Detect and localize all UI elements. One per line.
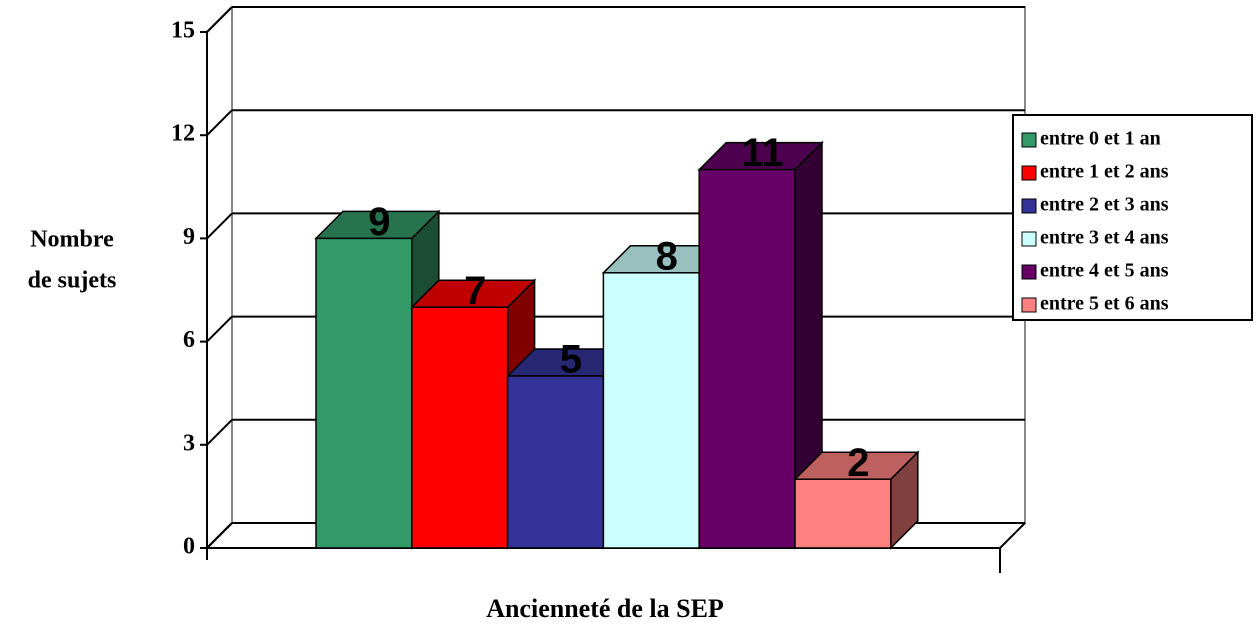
bar [602, 272, 700, 549]
legend-swatch [1021, 297, 1037, 313]
legend-box [1012, 114, 1253, 321]
y-tick-label: 9 [183, 224, 195, 250]
y-tick-label: 6 [183, 327, 195, 353]
bar [698, 168, 796, 549]
y-tick-label: 3 [183, 430, 195, 456]
x-axis-label: Ancienneté de la SEP [486, 594, 724, 623]
legend-label: entre 1 et 2 ans [1040, 161, 1169, 183]
grid-line [206, 6, 233, 33]
legend-label: entre 2 et 3 ans [1040, 194, 1169, 216]
bar [506, 375, 605, 549]
legend-swatch [1021, 132, 1037, 148]
data-label: 8 [656, 234, 678, 278]
y-tick-label: 15 [171, 18, 195, 44]
legend-swatch [1021, 231, 1037, 247]
legend-swatch [1021, 198, 1037, 214]
data-label: 9 [368, 200, 390, 244]
legend-label: entre 4 et 5 ans [1040, 260, 1169, 282]
bar [315, 237, 413, 549]
y-axis-label: Nombre [30, 227, 114, 253]
grid-line [206, 109, 233, 136]
legend-label: entre 5 et 6 ans [1040, 293, 1169, 315]
y-tick-label: 0 [183, 534, 195, 560]
bar [794, 478, 892, 549]
legend-swatch [1021, 264, 1037, 280]
data-label: 2 [847, 441, 869, 485]
grid-line [206, 212, 233, 240]
legend-label: entre 3 et 4 ans [1040, 227, 1169, 249]
y-tick-label: 12 [171, 121, 195, 147]
grid-line [206, 315, 233, 343]
data-label: 5 [560, 338, 582, 382]
data-label: 11 [741, 131, 783, 175]
data-label: 7 [464, 269, 486, 313]
bar [411, 306, 509, 549]
grid-line [206, 522, 233, 549]
floor-edge [999, 522, 1026, 549]
grid-line [206, 419, 233, 446]
legend-label: entre 0 et 1 an [1040, 128, 1161, 150]
legend-swatch [1021, 165, 1037, 181]
y-axis-label: de sujets [28, 268, 117, 294]
